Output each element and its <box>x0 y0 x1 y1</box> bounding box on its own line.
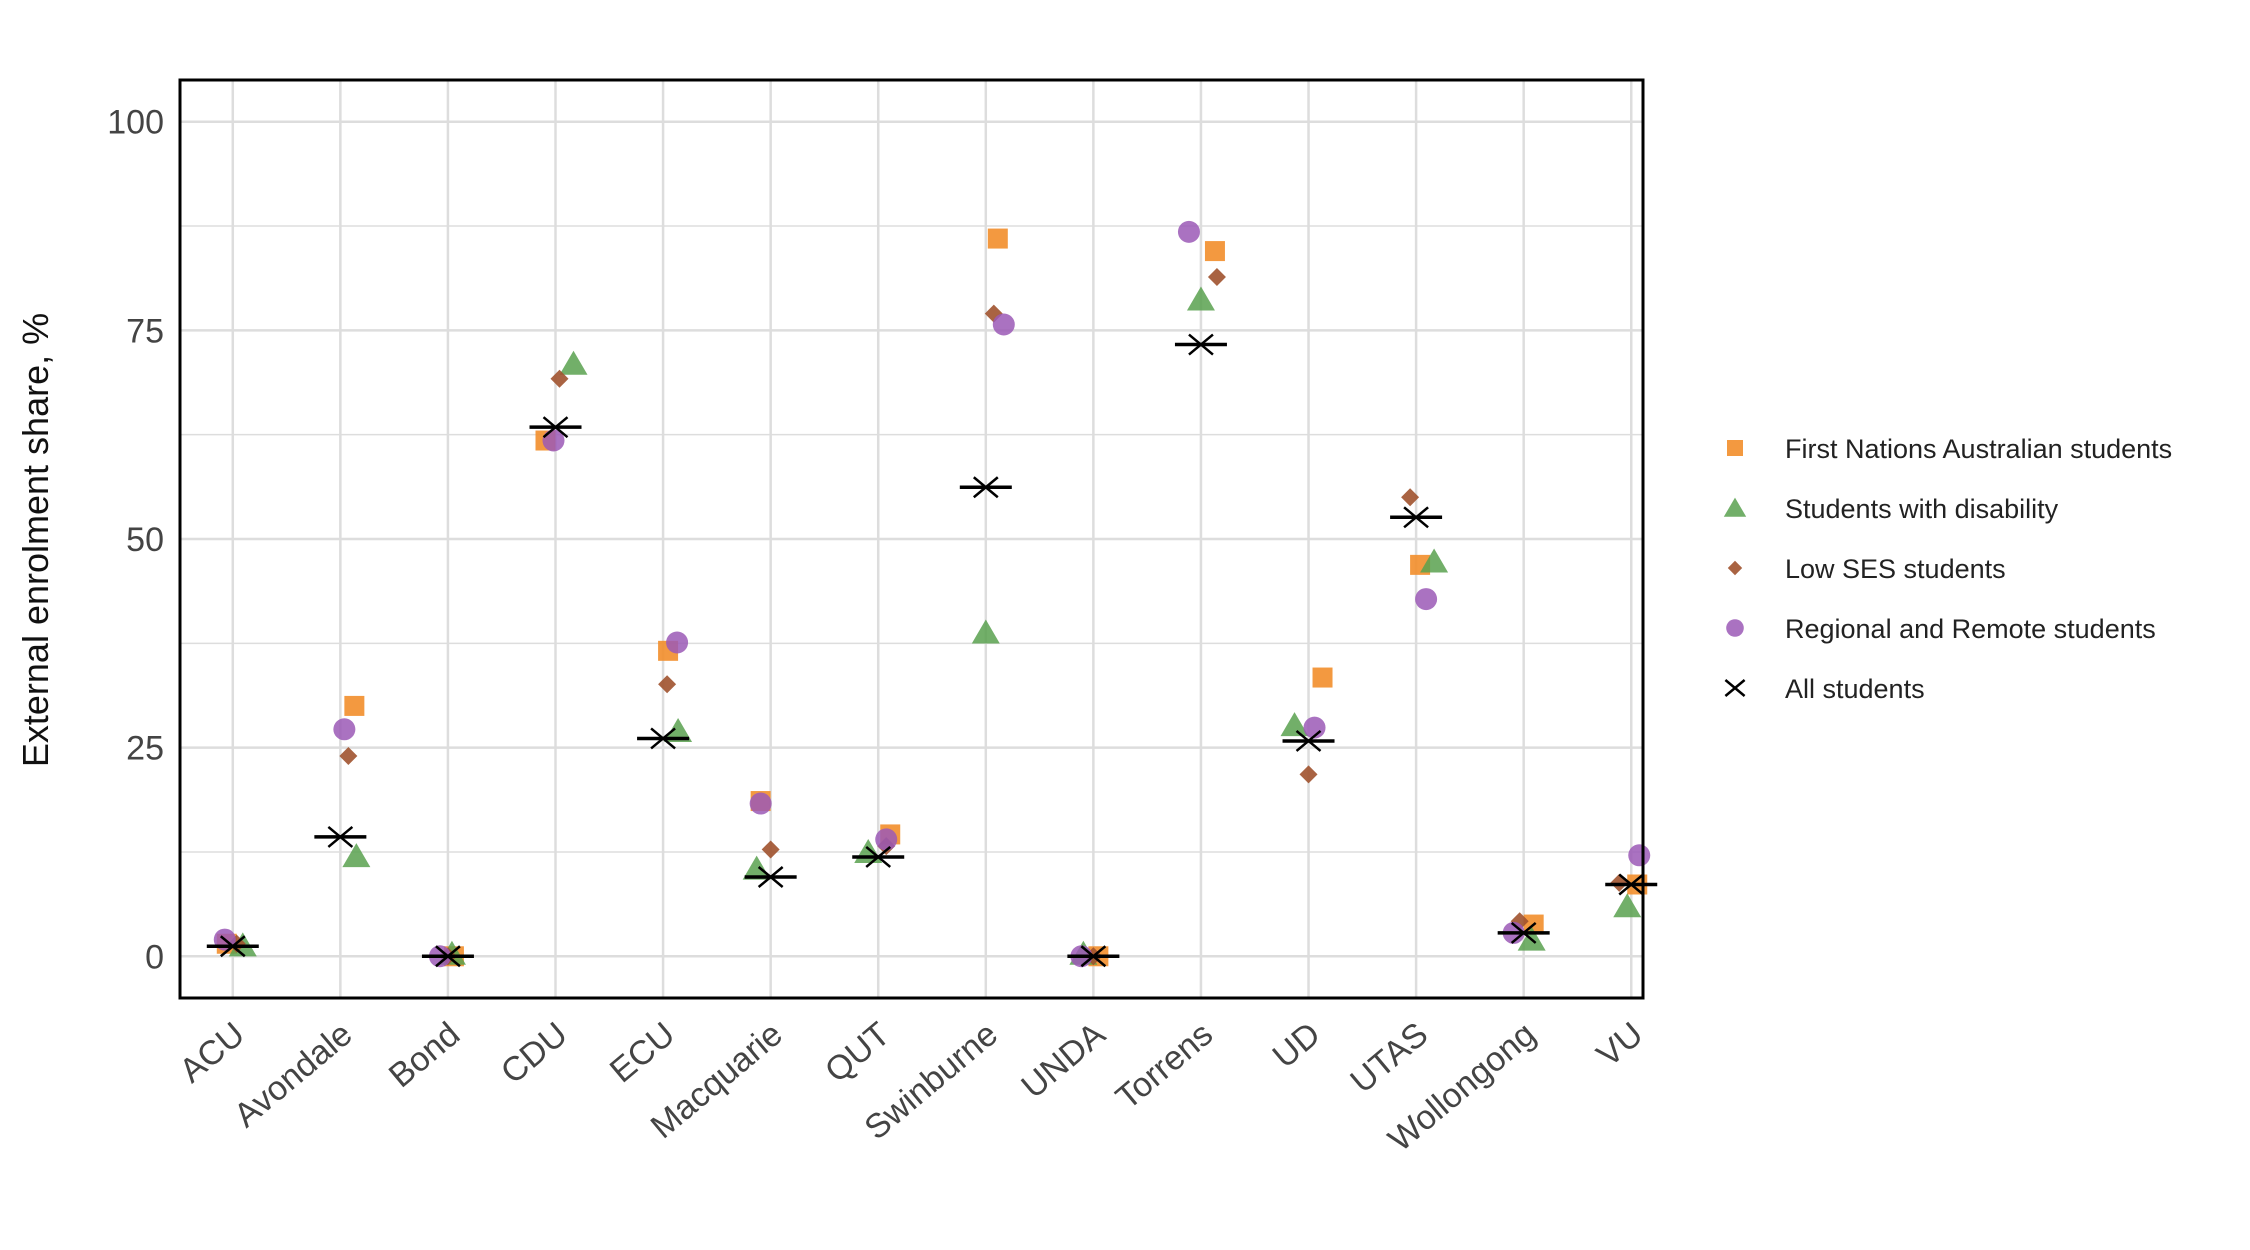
x-stroke <box>219 935 246 958</box>
triangle-marker <box>971 619 1000 644</box>
x-stroke <box>435 945 461 968</box>
x-tick-label: Bond <box>382 1015 467 1095</box>
x-tick-label: UNDA <box>1014 1015 1112 1106</box>
diamond-marker <box>761 840 780 859</box>
x-stroke <box>973 476 999 499</box>
x-marker <box>435 945 461 968</box>
x-marker <box>542 416 569 439</box>
square-marker <box>1312 667 1333 688</box>
triangle-marker <box>1280 712 1309 737</box>
triangle-marker <box>1186 286 1215 311</box>
triangle-marker <box>664 717 693 742</box>
legend-item: First Nations Australian students <box>1727 434 2172 464</box>
grid <box>180 80 1643 998</box>
square-marker <box>987 228 1008 249</box>
circle-marker <box>875 828 898 851</box>
diamond-marker <box>1727 560 1743 576</box>
x-marker <box>1403 506 1429 529</box>
x-stroke <box>1403 506 1429 529</box>
x-tick-label: ECU <box>603 1015 682 1090</box>
legend-item: All students <box>1724 674 1925 704</box>
x-stroke <box>1295 729 1322 752</box>
legend-label: Students with disability <box>1785 494 2059 524</box>
y-axis-label: External enrolment share, % <box>15 313 56 767</box>
x-marker <box>1080 945 1107 968</box>
x-stroke <box>1724 679 1746 697</box>
x-stroke <box>757 866 784 888</box>
circle-marker <box>666 631 689 654</box>
circle-marker <box>1628 844 1651 867</box>
x-stroke <box>1080 945 1107 968</box>
legend-label: All students <box>1785 674 1925 704</box>
x-tick-label: UD <box>1266 1015 1328 1076</box>
legend-item: Low SES students <box>1727 554 2006 584</box>
x-marker <box>865 846 892 868</box>
square-marker <box>1204 241 1225 262</box>
triangle-marker <box>1420 548 1449 573</box>
x-stroke <box>327 825 354 848</box>
diamond-marker <box>658 675 677 694</box>
x-stroke <box>542 416 569 439</box>
y-tick-label: 100 <box>107 104 164 142</box>
triangle-marker <box>559 350 588 375</box>
diamond-marker <box>1401 488 1420 507</box>
x-marker <box>1724 679 1746 697</box>
circle-marker <box>1177 220 1200 243</box>
legend-item: Students with disability <box>1723 494 2059 524</box>
x-stroke <box>1510 921 1537 944</box>
diamond-marker <box>1207 267 1226 286</box>
legend-item: Regional and Remote students <box>1726 614 2156 644</box>
diamond-marker <box>1299 765 1318 784</box>
legend-label: Low SES students <box>1785 554 2006 584</box>
x-marker <box>1618 873 1645 896</box>
y-tick-label: 0 <box>145 938 164 976</box>
x-tick-label: Torrens <box>1109 1015 1220 1117</box>
x-marker <box>973 476 999 499</box>
diamond-marker <box>550 369 569 388</box>
diamond-marker <box>339 746 358 765</box>
x-tick-label: CDU <box>494 1015 575 1091</box>
x-marker <box>219 935 246 958</box>
y-tick-label: 75 <box>126 312 164 350</box>
x-marker <box>1510 921 1537 944</box>
circle-marker <box>749 792 772 815</box>
x-stroke <box>1188 333 1214 356</box>
x-marker <box>1188 333 1214 356</box>
square-marker <box>344 695 365 716</box>
y-tick-labels: 0 25 50 75 100 <box>107 104 164 977</box>
y-tick-label: 25 <box>126 730 164 768</box>
plot-frame <box>178 78 1645 1000</box>
x-tick-label: Avondale <box>227 1015 360 1135</box>
circle-marker <box>333 718 356 741</box>
circle-marker <box>1726 619 1744 637</box>
x-tick-label: UTAS <box>1343 1015 1435 1101</box>
circle-marker <box>992 313 1015 336</box>
data-marks <box>206 220 1658 968</box>
legend: First Nations Australian students Student… <box>1723 434 2172 704</box>
circle-marker <box>1303 716 1326 739</box>
x-tick-label: ACU <box>173 1015 252 1090</box>
square-marker <box>1727 440 1743 456</box>
x-stroke <box>650 727 676 750</box>
x-marker <box>650 727 676 750</box>
x-stroke <box>1618 873 1645 896</box>
x-stroke <box>865 846 892 868</box>
triangle-marker <box>1613 893 1642 918</box>
x-marker <box>1295 729 1322 752</box>
legend-label: Regional and Remote students <box>1785 614 2156 644</box>
y-tick-label: 50 <box>126 521 164 559</box>
x-tick-label: QUT <box>818 1015 897 1090</box>
triangle-marker <box>1723 497 1747 517</box>
legend-label: First Nations Australian students <box>1785 434 2172 464</box>
triangle-marker <box>742 855 771 880</box>
x-marker <box>757 866 784 888</box>
circle-marker <box>1415 588 1438 611</box>
x-marker <box>327 825 354 848</box>
x-tick-label: VU <box>1590 1015 1651 1074</box>
triangle-marker <box>342 843 371 868</box>
